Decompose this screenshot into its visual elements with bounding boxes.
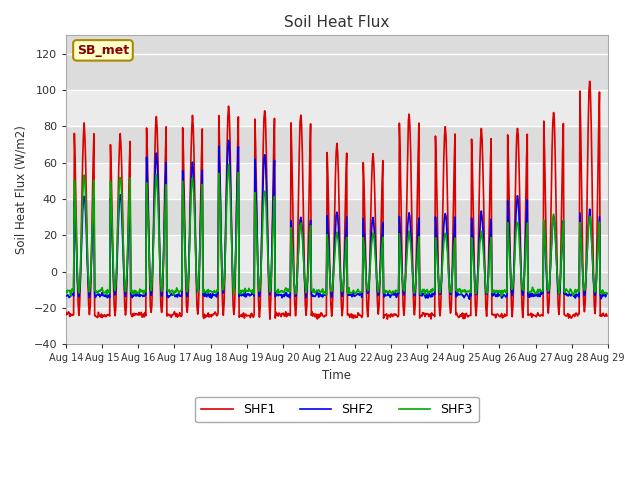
SHF1: [266, 316, 274, 322]
SHF2: [72, 233, 80, 239]
SHF3: [225, 162, 232, 168]
Text: SB_met: SB_met: [77, 44, 129, 57]
SHF1: [603, 313, 611, 319]
SHF2: [403, 242, 411, 248]
Line: SHF1: SHF1: [66, 81, 607, 319]
SHF3: [72, 216, 80, 222]
SHF3: [211, 289, 219, 295]
Bar: [66, 53, 608, 90]
SHF2: [419, 290, 426, 296]
SHF1: [211, 309, 219, 315]
SHF2: [62, 293, 70, 299]
Bar: [66, 272, 608, 308]
Line: SHF3: SHF3: [66, 165, 607, 296]
SHF2: [465, 296, 473, 302]
SHF3: [128, 287, 136, 292]
Legend: SHF1, SHF2, SHF3: SHF1, SHF2, SHF3: [195, 397, 479, 422]
SHF1: [72, 197, 80, 203]
SHF2: [603, 290, 611, 296]
SHF1: [62, 310, 70, 315]
SHF2: [128, 292, 136, 298]
SHF1: [419, 310, 426, 315]
SHF3: [182, 282, 190, 288]
Bar: [66, 235, 608, 272]
SHF3: [603, 291, 611, 297]
Bar: [66, 308, 608, 344]
Bar: [66, 126, 608, 163]
X-axis label: Time: Time: [323, 369, 351, 382]
Title: Soil Heat Flux: Soil Heat Flux: [284, 15, 390, 30]
SHF3: [403, 252, 411, 258]
SHF2: [182, 284, 190, 289]
Y-axis label: Soil Heat Flux (W/m2): Soil Heat Flux (W/m2): [15, 125, 28, 254]
SHF2: [211, 292, 219, 298]
Line: SHF2: SHF2: [66, 140, 607, 299]
Bar: [66, 199, 608, 235]
SHF3: [497, 293, 505, 299]
SHF3: [62, 288, 70, 294]
Bar: [66, 163, 608, 199]
SHF3: [419, 287, 426, 292]
SHF1: [586, 78, 593, 84]
SHF1: [403, 189, 411, 194]
SHF2: [225, 137, 232, 143]
SHF1: [182, 303, 190, 309]
SHF1: [128, 312, 136, 318]
Bar: [66, 90, 608, 126]
